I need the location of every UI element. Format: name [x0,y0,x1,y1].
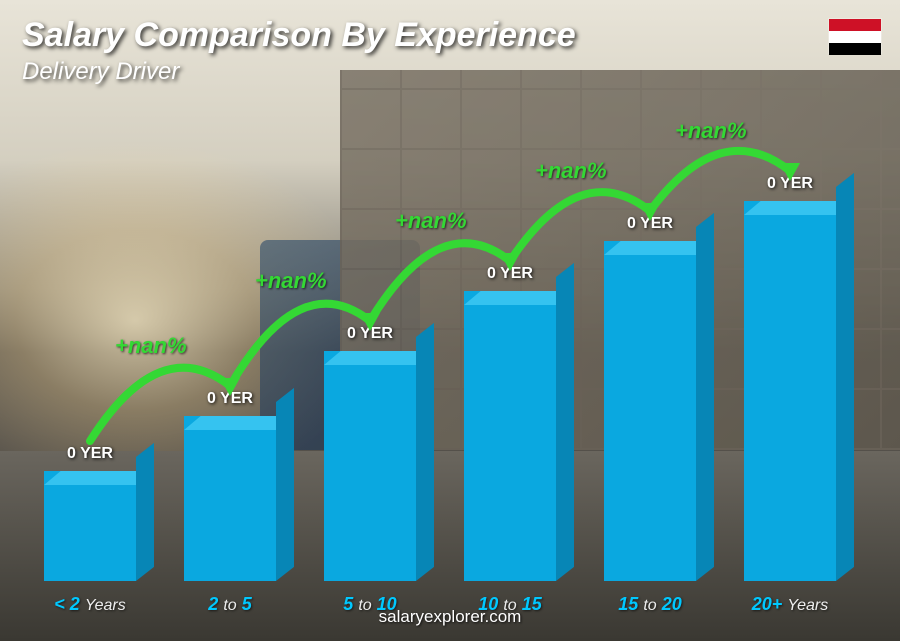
bar-side-face [276,388,294,581]
chart-subtitle: Delivery Driver [22,58,179,86]
growth-pct-label: +nan% [115,333,187,359]
bar-value-label: 0 YER [347,325,393,343]
x-axis-label: 2 to 5 [208,594,251,615]
bar-front-face [464,291,556,581]
bar-4: 0 YER15 to 20 [590,215,710,581]
bar-3d [464,291,556,581]
flag-stripe-0 [829,19,881,31]
flag-stripe-2 [829,43,881,55]
bar-3d [604,241,696,581]
footer-credit: salaryexplorer.com [379,607,522,627]
growth-pct-label: +nan% [675,118,747,144]
flag-stripe-1 [829,31,881,43]
bar-side-face [136,443,154,581]
bar-front-face [184,416,276,581]
bar-value-label: 0 YER [67,445,113,463]
bar-3d [44,471,136,581]
bar-1: 0 YER2 to 5 [170,390,290,581]
bar-front-face [744,201,836,581]
growth-pct-label: +nan% [535,158,607,184]
bar-side-face [836,173,854,581]
bar-0: 0 YER< 2 Years [30,445,150,581]
x-axis-label: 15 to 20 [618,594,681,615]
bar-front-face [324,351,416,581]
bar-2: 0 YER5 to 10 [310,325,430,581]
bar-front-face [604,241,696,581]
bar-3d [744,201,836,581]
bar-side-face [416,323,434,581]
bar-3d [324,351,416,581]
bar-value-label: 0 YER [207,390,253,408]
bar-value-label: 0 YER [767,175,813,193]
chart-title: Salary Comparison By Experience [22,16,576,55]
bar-side-face [696,213,714,581]
bar-side-face [556,263,574,581]
bar-3: 0 YER10 to 15 [450,265,570,581]
bar-value-label: 0 YER [487,265,533,283]
x-axis-label: < 2 Years [54,594,125,615]
growth-pct-label: +nan% [255,268,327,294]
country-flag [828,18,882,54]
x-axis-label: 20+ Years [752,594,828,615]
growth-pct-label: +nan% [395,208,467,234]
bar-3d [184,416,276,581]
bar-value-label: 0 YER [627,215,673,233]
chart-canvas: Salary Comparison By Experience Delivery… [0,0,900,641]
bar-front-face [44,471,136,581]
bar-5: 0 YER20+ Years [730,175,850,581]
